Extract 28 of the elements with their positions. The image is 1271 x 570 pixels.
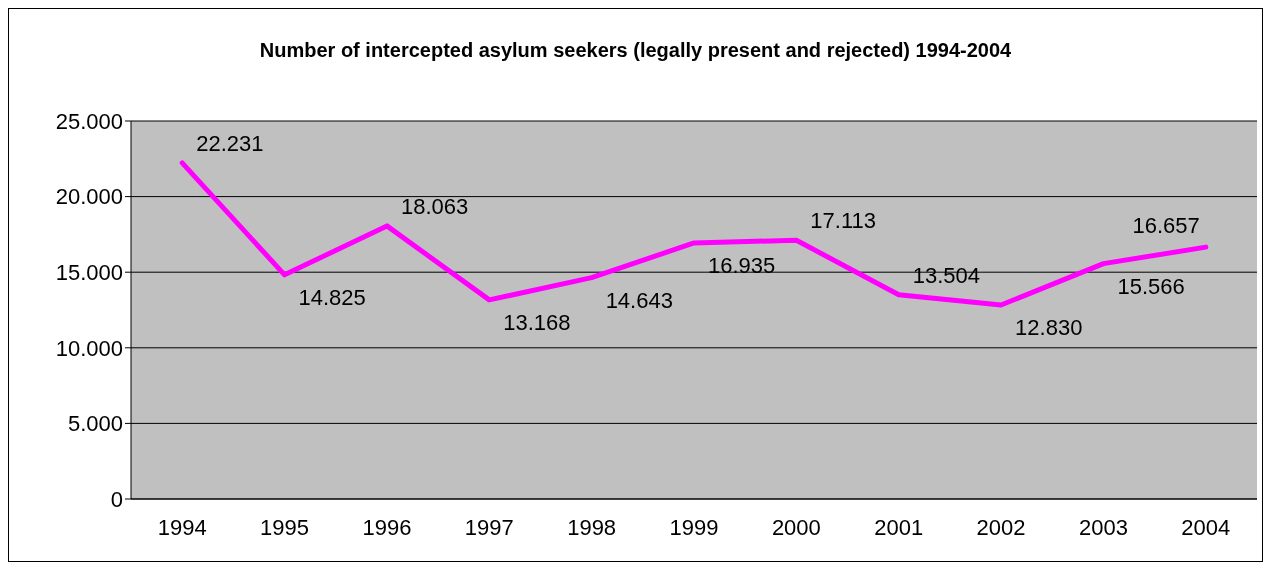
y-tick-label: 5.000 — [67, 411, 123, 437]
data-label: 12.830 — [1015, 315, 1083, 341]
y-tick-label: 15.000 — [55, 260, 123, 286]
y-tick-label: 10.000 — [55, 335, 123, 361]
data-label: 16.657 — [1132, 213, 1200, 239]
x-tick-label: 2003 — [1078, 514, 1128, 540]
x-tick-label: 1997 — [464, 514, 514, 540]
data-label: 14.825 — [298, 284, 366, 310]
y-tick-label: 20.000 — [55, 184, 123, 210]
x-tick-label: 1994 — [157, 514, 207, 540]
x-tick-label: 2001 — [874, 514, 924, 540]
data-label: 14.643 — [605, 287, 673, 313]
data-label: 15.566 — [1117, 273, 1185, 299]
x-tick-label: 1996 — [362, 514, 412, 540]
data-label: 22.231 — [196, 130, 264, 156]
data-label: 16.935 — [708, 252, 776, 278]
data-label: 13.168 — [503, 309, 571, 335]
x-tick-label: 2002 — [976, 514, 1026, 540]
x-tick-label: 1995 — [260, 514, 310, 540]
data-label: 17.113 — [810, 208, 877, 234]
y-tick-label: 25.000 — [55, 108, 123, 134]
y-tick-label: 0 — [110, 486, 123, 512]
x-tick-label: 1998 — [567, 514, 617, 540]
x-tick-label: 2000 — [771, 514, 821, 540]
chart-title: Number of intercepted asylum seekers (legally present and rejected) 1994-2004 — [258, 38, 1013, 63]
data-label: 18.063 — [400, 193, 469, 219]
x-tick-label: 1999 — [669, 514, 719, 540]
x-tick-label: 2004 — [1181, 514, 1231, 540]
